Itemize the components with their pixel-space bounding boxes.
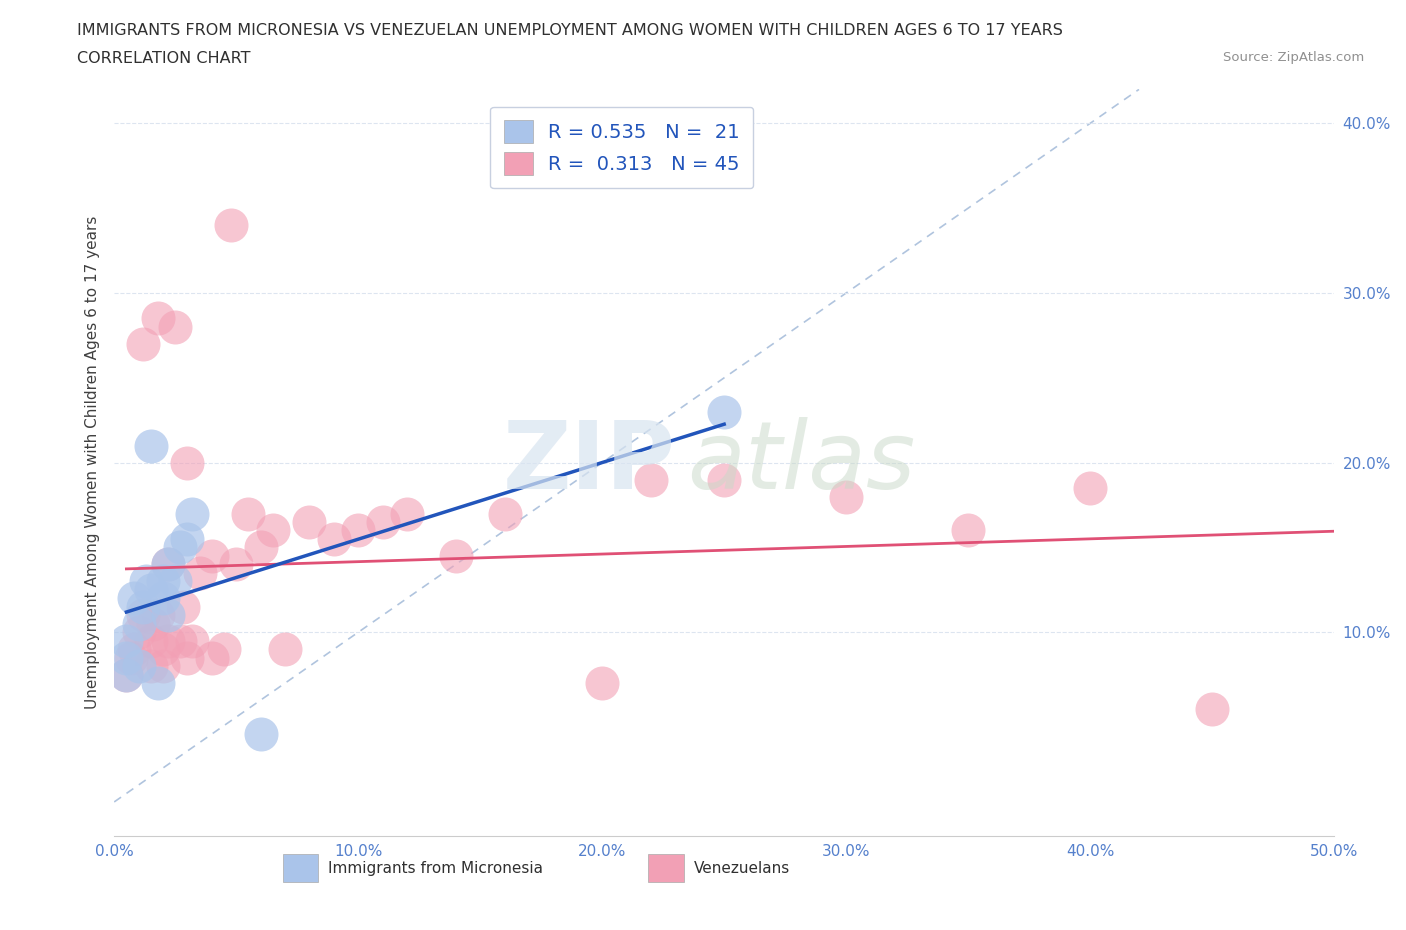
Point	[169, 540, 191, 555]
Point	[135, 574, 157, 589]
Point	[152, 658, 174, 673]
Point	[132, 337, 155, 352]
Point	[238, 506, 260, 521]
Point	[444, 549, 467, 564]
Point	[188, 565, 211, 580]
Point	[957, 523, 980, 538]
Point	[1078, 481, 1101, 496]
Point	[152, 591, 174, 605]
Point	[156, 608, 179, 623]
Point	[156, 557, 179, 572]
Point	[176, 455, 198, 470]
Text: atlas: atlas	[688, 418, 915, 508]
Point	[395, 506, 418, 521]
Point	[835, 489, 858, 504]
Point	[139, 633, 162, 648]
Point	[115, 633, 138, 648]
Point	[322, 532, 344, 547]
Point	[146, 311, 169, 325]
Point	[139, 658, 162, 673]
Point	[122, 642, 145, 657]
Point	[115, 650, 138, 665]
Point	[165, 320, 187, 335]
Point	[201, 650, 224, 665]
Point	[640, 472, 662, 487]
Point	[120, 650, 142, 665]
Point	[128, 617, 150, 631]
Point	[713, 405, 735, 419]
Point	[122, 591, 145, 605]
Text: Source: ZipAtlas.com: Source: ZipAtlas.com	[1223, 51, 1364, 64]
Text: CORRELATION CHART: CORRELATION CHART	[77, 51, 250, 66]
Point	[156, 557, 179, 572]
Text: Immigrants from Micronesia: Immigrants from Micronesia	[328, 861, 543, 876]
Point	[152, 574, 174, 589]
Point	[146, 676, 169, 691]
Point	[591, 676, 613, 691]
Text: Venezuelans: Venezuelans	[693, 861, 790, 876]
Point	[169, 633, 191, 648]
Point	[172, 600, 194, 615]
Point	[212, 642, 235, 657]
Point	[201, 549, 224, 564]
Point	[152, 642, 174, 657]
Y-axis label: Unemployment Among Women with Children Ages 6 to 17 years: Unemployment Among Women with Children A…	[86, 216, 100, 710]
Point	[176, 532, 198, 547]
Text: IMMIGRANTS FROM MICRONESIA VS VENEZUELAN UNEMPLOYMENT AMONG WOMEN WITH CHILDREN : IMMIGRANTS FROM MICRONESIA VS VENEZUELAN…	[77, 23, 1063, 38]
Text: ZIP: ZIP	[502, 417, 675, 509]
Point	[142, 617, 165, 631]
Point	[371, 514, 394, 529]
Point	[115, 667, 138, 682]
Point	[128, 625, 150, 640]
Point	[347, 523, 370, 538]
Point	[132, 600, 155, 615]
Point	[225, 557, 247, 572]
Point	[176, 650, 198, 665]
Point	[132, 608, 155, 623]
Point	[1201, 701, 1223, 716]
Point	[494, 506, 516, 521]
Point	[249, 726, 271, 741]
Point	[262, 523, 284, 538]
Point	[165, 574, 187, 589]
Legend: R = 0.535   N =  21, R =  0.313   N = 45: R = 0.535 N = 21, R = 0.313 N = 45	[489, 107, 754, 189]
Point	[181, 633, 204, 648]
Point	[274, 642, 297, 657]
Point	[128, 658, 150, 673]
Point	[713, 472, 735, 487]
Point	[115, 667, 138, 682]
Point	[181, 506, 204, 521]
Point	[139, 582, 162, 597]
Point	[221, 218, 243, 232]
Point	[146, 608, 169, 623]
Point	[298, 514, 321, 529]
Point	[139, 438, 162, 453]
Point	[156, 633, 179, 648]
Point	[249, 540, 271, 555]
